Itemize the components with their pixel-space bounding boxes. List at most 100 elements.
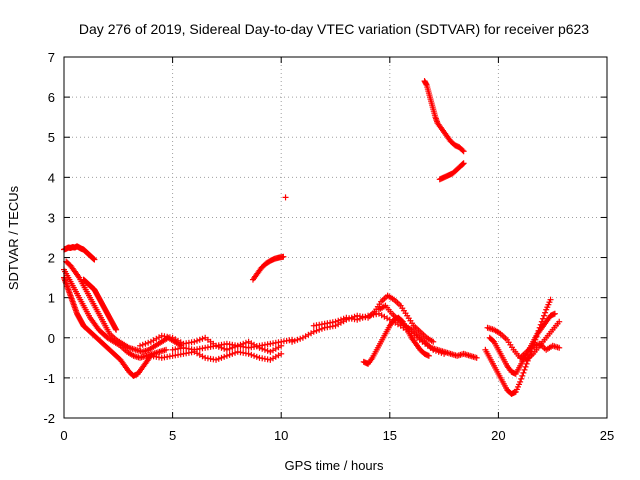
data-point [522, 363, 529, 370]
data-point [535, 341, 542, 348]
data-point [223, 352, 230, 359]
data-point [275, 339, 282, 346]
data-point [88, 296, 95, 303]
data-point [458, 146, 465, 153]
data-point [389, 295, 396, 302]
data-point [156, 334, 163, 341]
y-tick-labels: -2 -1 0 1 2 3 4 5 6 7 [43, 50, 55, 426]
data-point [215, 355, 222, 362]
data-point [81, 304, 88, 311]
data-point [253, 272, 260, 279]
y-tick-label: 1 [48, 291, 55, 306]
data-point [96, 312, 103, 319]
data-point [226, 351, 233, 358]
data-point [425, 88, 432, 95]
data-point [359, 314, 366, 321]
data-point [316, 326, 323, 333]
data-point [223, 346, 230, 353]
data-point [508, 344, 515, 351]
data-point [516, 364, 523, 371]
data-point [313, 327, 320, 334]
y-tick-label: 6 [48, 90, 55, 105]
data-point [377, 340, 384, 347]
data-point [451, 168, 458, 175]
data-point [472, 354, 479, 361]
data-point [511, 389, 518, 396]
data-point [376, 301, 383, 308]
data-point [522, 350, 529, 357]
data-point [97, 338, 104, 345]
data-point [275, 344, 282, 351]
data-point [429, 104, 436, 111]
data-point [537, 326, 544, 333]
data-point [261, 346, 268, 353]
data-point [385, 324, 392, 331]
data-point [242, 350, 249, 357]
data-point [445, 350, 452, 357]
data-point [402, 310, 409, 317]
data-point [102, 342, 109, 349]
data-point [411, 339, 418, 346]
data-point [264, 347, 271, 354]
data-point [120, 361, 127, 368]
data-point [199, 335, 206, 342]
y-tick-label: 5 [48, 130, 55, 145]
grid-lines [64, 57, 607, 418]
data-point [550, 311, 557, 318]
x-tick-labels: 0 5 10 15 20 25 [60, 428, 614, 443]
data-point [72, 288, 79, 295]
data-point [406, 325, 413, 332]
data-point [124, 343, 131, 350]
data-point [384, 315, 391, 322]
data-point [248, 351, 255, 358]
data-point [289, 338, 296, 345]
data-point [308, 330, 315, 337]
data-point [419, 348, 426, 355]
data-point [89, 330, 96, 337]
data-point [97, 328, 104, 335]
data-point [112, 325, 119, 332]
data-point [387, 308, 394, 315]
y-tick-label: -2 [43, 411, 55, 426]
data-point [396, 301, 403, 308]
data-point [294, 336, 301, 343]
data-point [275, 352, 282, 359]
data-point [90, 319, 97, 326]
data-point [232, 349, 239, 356]
data-point [528, 352, 535, 359]
data-point [84, 326, 91, 333]
data-point [442, 130, 449, 137]
data-point [459, 147, 466, 154]
data-point [196, 336, 203, 343]
data-point [495, 329, 502, 336]
data-point [520, 369, 527, 376]
data-point [424, 352, 431, 359]
data-point [166, 334, 173, 341]
data-point [199, 345, 206, 352]
data-point [154, 349, 161, 356]
data-point [521, 366, 528, 373]
x-tick-label: 20 [491, 428, 505, 443]
data-point [291, 337, 298, 344]
data-point [419, 337, 426, 344]
data-point [139, 341, 146, 348]
data-point [506, 388, 513, 395]
data-point [381, 332, 388, 339]
data-point [264, 341, 271, 348]
data-point [260, 262, 267, 269]
data-point [434, 118, 441, 125]
data-point [64, 272, 71, 279]
x-axis-label: GPS time / hours [285, 458, 384, 473]
data-point [409, 320, 416, 327]
data-point [533, 332, 540, 339]
x-tick-label: 25 [600, 428, 614, 443]
data-point [102, 332, 109, 339]
data-point [542, 320, 549, 327]
data-point [541, 312, 548, 319]
data-point [106, 346, 113, 353]
data-point [335, 317, 342, 324]
data-point [141, 353, 148, 360]
data-point [449, 140, 456, 147]
data-point [110, 350, 117, 357]
data-point [340, 315, 347, 322]
